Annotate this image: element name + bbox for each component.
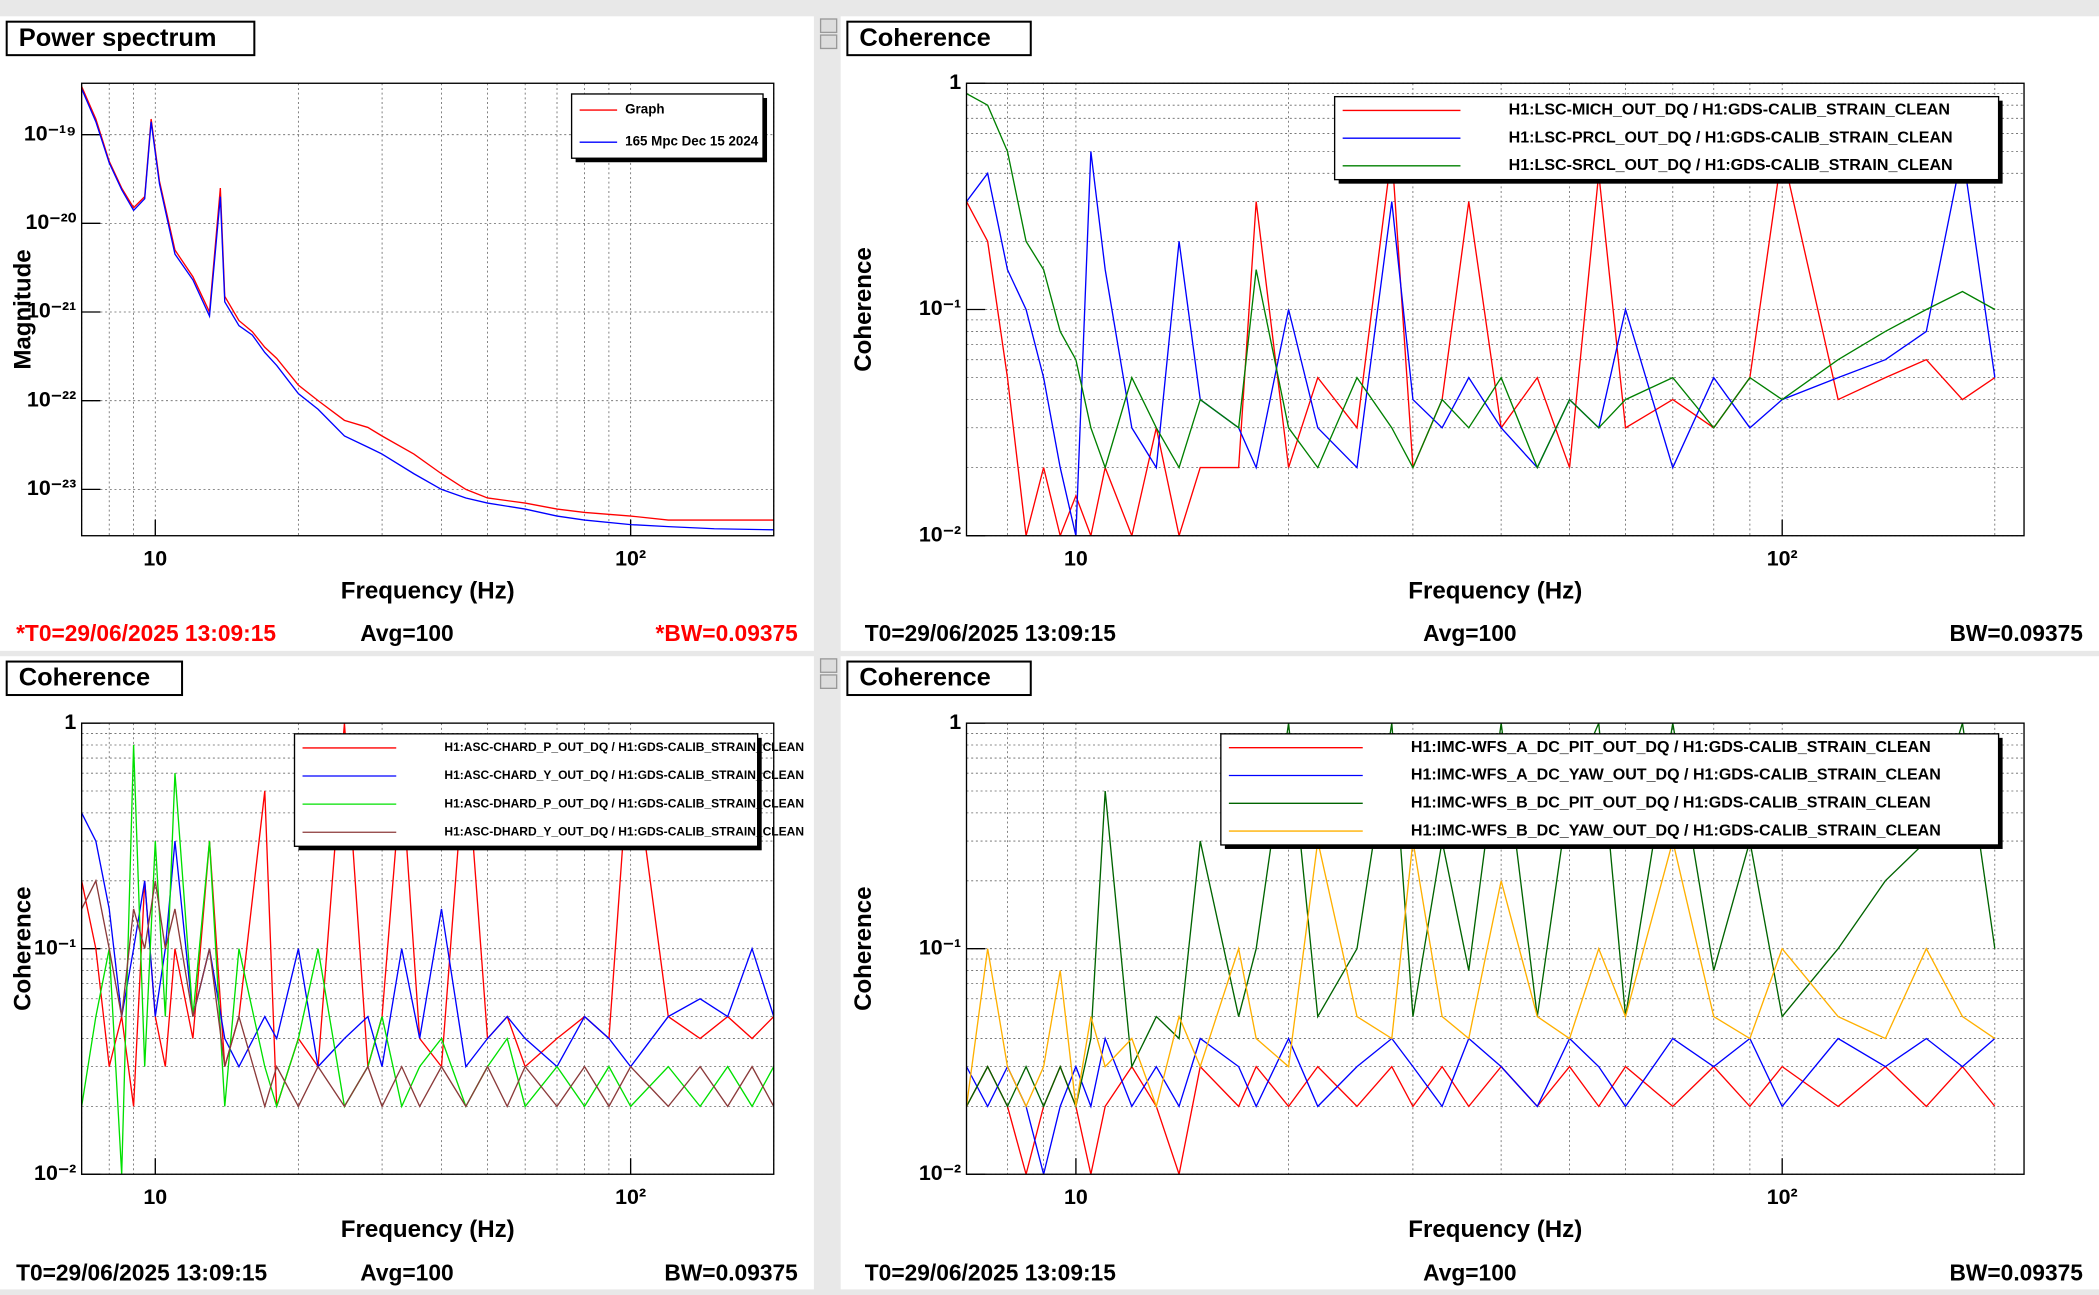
y-tick-label: 10⁻¹ — [34, 935, 76, 959]
footer-t0: T0=29/06/2025 13:09:15 — [865, 1260, 1116, 1286]
title-box — [846, 660, 1032, 697]
series-line — [966, 151, 1996, 536]
legend-label: H1:IMC-WFS_B_DC_PIT_OUT_DQ / H1:GDS-CALI… — [1411, 794, 1931, 812]
y-axis-label: Coherence — [850, 247, 877, 371]
series-line — [81, 812, 774, 1069]
plot-frame — [965, 722, 2025, 1175]
x-tick-label: 10² — [615, 546, 646, 570]
footer-avg: Avg=100 — [360, 620, 453, 646]
footer-avg: Avg=100 — [1423, 620, 1516, 646]
series-line — [966, 1036, 1996, 1175]
x-tick-label: 10² — [1767, 1185, 1798, 1209]
scroll-button[interactable] — [819, 18, 838, 34]
scroll-button[interactable] — [819, 658, 838, 673]
y-tick-label: 10⁻¹⁹ — [24, 121, 76, 145]
legend-label: H1:ASC-CHARD_P_OUT_DQ / H1:GDS-CALIB_STR… — [444, 740, 804, 754]
plot-frame — [965, 82, 2025, 537]
legend — [293, 733, 759, 847]
series-line — [81, 878, 774, 1109]
x-tick-label: 10 — [1064, 1185, 1088, 1209]
legend-label: H1:IMC-WFS_A_DC_YAW_OUT_DQ / H1:GDS-CALI… — [1411, 766, 1941, 784]
y-tick-label: 1 — [949, 70, 961, 94]
x-axis-label: Frequency (Hz) — [1408, 1216, 1582, 1243]
series-line — [966, 840, 1996, 1109]
y-axis-label: Magnitude — [9, 249, 36, 369]
footer-bw: BW=0.09375 — [664, 1260, 798, 1286]
title-box — [5, 20, 256, 57]
footer-t0: T0=29/06/2025 13:09:15 — [865, 620, 1116, 646]
x-axis-label: Frequency (Hz) — [1408, 577, 1582, 604]
y-axis-label: Coherence — [850, 886, 877, 1010]
legend-label: H1:LSC-PRCL_OUT_DQ / H1:GDS-CALIB_STRAIN… — [1509, 128, 1953, 146]
footer-bw: BW=0.09375 — [1949, 1260, 2083, 1286]
legend-label: H1:IMC-WFS_A_DC_PIT_OUT_DQ / H1:GDS-CALI… — [1411, 738, 1931, 756]
y-tick-label: 10⁻¹ — [919, 296, 961, 320]
y-tick-label: 10⁻² — [34, 1161, 76, 1185]
scroll-button[interactable] — [819, 674, 838, 689]
title-box — [5, 660, 184, 697]
x-tick-label: 10² — [1767, 546, 1798, 570]
legend-label: Graph — [625, 102, 664, 117]
legend-label: H1:LSC-MICH_OUT_DQ / H1:GDS-CALIB_STRAIN… — [1509, 101, 1950, 119]
legend-label: 165 Mpc Dec 15 2024 — [625, 134, 759, 149]
y-tick-label: 10⁻²³ — [27, 476, 76, 500]
plot-area — [966, 92, 1996, 536]
y-tick-label: 10⁻² — [919, 1161, 961, 1185]
plot-area — [81, 723, 774, 1175]
footer-bw: *BW=0.09375 — [656, 620, 799, 646]
x-tick-label: 10 — [143, 1185, 167, 1209]
plot-area — [81, 86, 774, 531]
title-box — [846, 20, 1032, 57]
y-tick-label: 10⁻²⁰ — [25, 210, 76, 234]
footer-avg: Avg=100 — [360, 1260, 453, 1286]
y-tick-label: 1 — [64, 710, 76, 734]
footer-t0: T0=29/06/2025 13:09:15 — [16, 1260, 267, 1286]
series-line — [81, 88, 774, 531]
y-tick-label: 1 — [949, 710, 961, 734]
chart-title: Power spectrum — [19, 24, 217, 52]
y-tick-label: 10⁻²² — [27, 387, 76, 411]
scroll-button[interactable] — [819, 34, 838, 50]
x-axis-label: Frequency (Hz) — [341, 577, 515, 604]
y-tick-label: 10⁻²¹ — [27, 299, 76, 323]
series-line — [966, 151, 1996, 536]
x-tick-label: 10² — [615, 1185, 646, 1209]
x-axis-label: Frequency (Hz) — [341, 1216, 515, 1243]
chart-title: Coherence — [19, 664, 150, 692]
x-tick-label: 10 — [1064, 546, 1088, 570]
footer-avg: Avg=100 — [1423, 1260, 1516, 1286]
legend-label: H1:ASC-DHARD_P_OUT_DQ / H1:GDS-CALIB_STR… — [444, 796, 804, 810]
legend — [1220, 733, 2000, 846]
legend-label: H1:ASC-CHARD_Y_OUT_DQ / H1:GDS-CALIB_STR… — [444, 768, 804, 782]
legend — [570, 93, 764, 159]
legend-label: H1:IMC-WFS_B_DC_YAW_OUT_DQ / H1:GDS-CALI… — [1411, 821, 1941, 839]
footer-t0: *T0=29/06/2025 13:09:15 — [16, 620, 276, 646]
series-line — [966, 92, 1996, 470]
y-tick-label: 10⁻¹ — [919, 935, 961, 959]
footer-bw: BW=0.09375 — [1949, 620, 2083, 646]
plot-frame — [80, 722, 775, 1175]
x-tick-label: 10 — [143, 546, 167, 570]
legend-label: H1:LSC-SRCL_OUT_DQ / H1:GDS-CALIB_STRAIN… — [1509, 156, 1953, 174]
chart-title: Coherence — [859, 24, 990, 52]
legend-label: H1:ASC-DHARD_Y_OUT_DQ / H1:GDS-CALIB_STR… — [444, 824, 804, 838]
plot-frame — [80, 82, 775, 537]
chart-title: Coherence — [859, 664, 990, 692]
y-axis-label: Coherence — [9, 886, 36, 1010]
y-tick-label: 10⁻² — [919, 522, 961, 546]
